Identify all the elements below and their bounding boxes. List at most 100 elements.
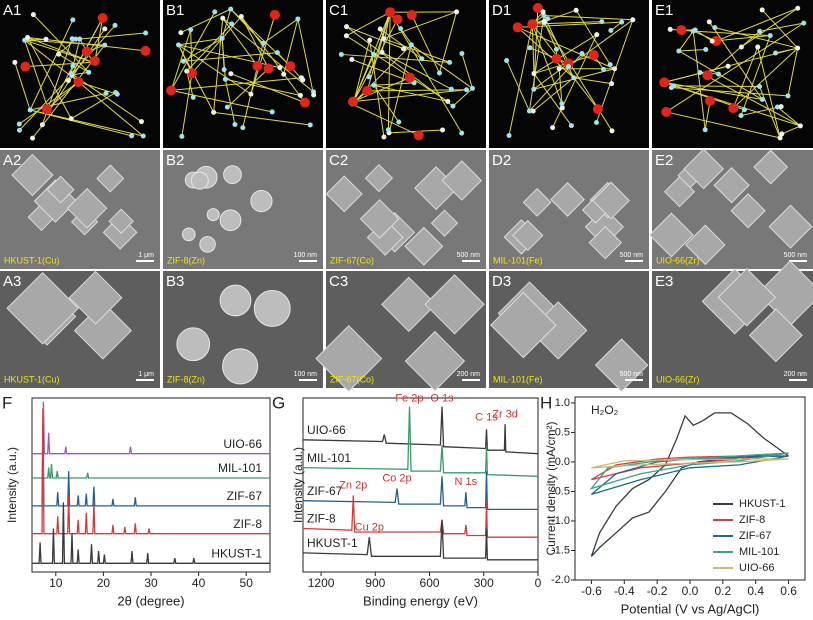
atom bbox=[103, 90, 109, 96]
atom bbox=[396, 119, 402, 125]
particle bbox=[176, 327, 211, 362]
crystal bbox=[404, 226, 444, 266]
x-tick-label: 0.2 bbox=[715, 584, 732, 598]
bond bbox=[383, 11, 457, 40]
atom bbox=[277, 65, 283, 71]
atom bbox=[86, 69, 92, 75]
atom bbox=[767, 33, 773, 39]
bond bbox=[461, 53, 473, 89]
atom bbox=[436, 70, 442, 76]
y-axis-title: Intensity (a.u.) bbox=[5, 447, 19, 523]
bond bbox=[19, 81, 79, 125]
atom bbox=[676, 25, 687, 36]
bond bbox=[741, 7, 799, 48]
crystal bbox=[490, 291, 557, 359]
panel-label: C1 bbox=[329, 2, 348, 19]
atom bbox=[222, 76, 228, 82]
crystal bbox=[648, 212, 694, 258]
bond bbox=[70, 92, 116, 120]
panel-label: E3 bbox=[655, 273, 673, 290]
bond bbox=[183, 52, 278, 62]
bond bbox=[71, 25, 116, 76]
atom bbox=[232, 121, 238, 127]
peak-label: Co 2p bbox=[382, 473, 411, 485]
atom bbox=[89, 56, 100, 67]
atom bbox=[297, 92, 303, 98]
legend-label: ZIF-8 bbox=[739, 514, 765, 526]
series-label: HKUST-1 bbox=[211, 546, 262, 560]
atom bbox=[344, 24, 350, 30]
bond bbox=[351, 19, 398, 105]
annotation: H₂O₂ bbox=[591, 403, 619, 417]
bond bbox=[79, 32, 146, 40]
atom bbox=[20, 61, 31, 72]
legend-label: ZIF-67 bbox=[739, 530, 771, 542]
image-panel: D1 bbox=[489, 0, 649, 148]
bond bbox=[775, 47, 798, 54]
atom bbox=[27, 107, 33, 113]
atom bbox=[338, 51, 344, 57]
caption: HKUST-1(Cu) bbox=[4, 374, 60, 384]
x-tick-label: 40 bbox=[192, 576, 206, 590]
bond bbox=[341, 53, 450, 63]
x-tick-label: 600 bbox=[420, 576, 440, 590]
series-label: MIL-101 bbox=[218, 461, 262, 475]
atom bbox=[697, 69, 703, 75]
atom bbox=[709, 38, 715, 44]
bond bbox=[678, 49, 706, 52]
bond bbox=[24, 39, 94, 63]
x-tick-label: -0.2 bbox=[647, 584, 668, 598]
atom bbox=[25, 35, 31, 41]
bond bbox=[716, 7, 798, 42]
series-line bbox=[302, 406, 539, 477]
bond bbox=[170, 29, 192, 91]
atom bbox=[129, 133, 135, 139]
panel-label: E2 bbox=[655, 152, 673, 169]
bond bbox=[351, 44, 412, 105]
bond bbox=[671, 87, 789, 97]
bond bbox=[71, 71, 89, 76]
bond bbox=[529, 47, 569, 64]
atom bbox=[228, 71, 234, 77]
bond bbox=[532, 77, 575, 112]
image-panel: A1 bbox=[0, 0, 160, 148]
crystal bbox=[46, 175, 75, 204]
image-panel: ZIF-67(Co) 200 nm C3 bbox=[315, 271, 486, 392]
bond bbox=[411, 14, 440, 74]
atom bbox=[113, 90, 119, 96]
atom bbox=[667, 26, 673, 32]
atom bbox=[77, 36, 83, 42]
crystal bbox=[68, 270, 123, 325]
atom bbox=[224, 104, 230, 110]
bond bbox=[297, 18, 315, 96]
atom bbox=[553, 46, 559, 52]
bond bbox=[213, 111, 311, 126]
bond bbox=[759, 22, 804, 32]
bond bbox=[777, 106, 801, 127]
bond bbox=[27, 37, 94, 63]
caption: ZIF-8(Zn) bbox=[167, 374, 205, 384]
atom bbox=[43, 36, 49, 42]
bond bbox=[225, 78, 301, 96]
atom bbox=[755, 44, 761, 50]
atom bbox=[777, 135, 783, 141]
atom bbox=[556, 66, 562, 72]
image-panel: ZIF-8(Zn) 100 nm B3 bbox=[163, 271, 323, 388]
atom bbox=[406, 9, 417, 20]
atom bbox=[742, 107, 748, 113]
bond bbox=[411, 44, 473, 89]
y-tick-label: 0.0 bbox=[555, 456, 570, 468]
atom bbox=[551, 53, 562, 64]
series-line bbox=[590, 455, 789, 496]
atom bbox=[593, 120, 599, 126]
bond bbox=[575, 9, 611, 65]
scale-bar-label: 1 μm bbox=[138, 371, 154, 378]
bond bbox=[664, 65, 729, 83]
atom bbox=[269, 9, 280, 20]
series-label: UIO-66 bbox=[223, 437, 262, 451]
peak-label: O 1s bbox=[430, 393, 454, 405]
panel-label: D3 bbox=[492, 273, 511, 290]
atom bbox=[609, 128, 615, 134]
bond bbox=[242, 43, 264, 128]
atom bbox=[252, 61, 263, 72]
